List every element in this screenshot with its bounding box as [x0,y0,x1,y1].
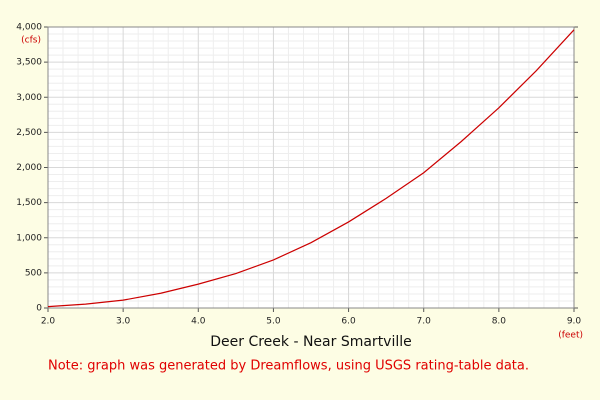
plot-border [47,26,575,309]
y-tick-label: 500 [25,268,42,278]
x-tick-label: 7.0 [417,317,432,327]
chart-title: Deer Creek - Near Smartville [210,334,412,350]
y-tick-label: 0 [36,304,42,314]
y-tick-label: 2,000 [16,163,42,173]
x-tick-label: 3.0 [116,317,131,327]
y-tick-label: 2,500 [16,128,42,138]
y-tick-label: 1,000 [16,233,42,243]
y-tick-label: 4,000 [16,23,42,33]
x-tick-label: 8.0 [492,317,507,327]
note: Note: graph was generated by Dreamflows,… [48,359,529,374]
y-tick-label: 3,000 [16,93,42,103]
x-tick-label: 6.0 [341,317,356,327]
line-series [47,29,575,308]
y-tick-label: 3,500 [16,58,42,68]
x-tick-label: 4.0 [191,317,206,327]
x-tick-label: 2.0 [41,317,56,327]
y-tick-label: 1,500 [16,198,42,208]
x-tick-label: 9.0 [567,317,582,327]
y-unit: (cfs) [21,36,41,46]
x-unit: (feet) [558,331,583,341]
x-tick-label: 5.0 [266,317,281,327]
